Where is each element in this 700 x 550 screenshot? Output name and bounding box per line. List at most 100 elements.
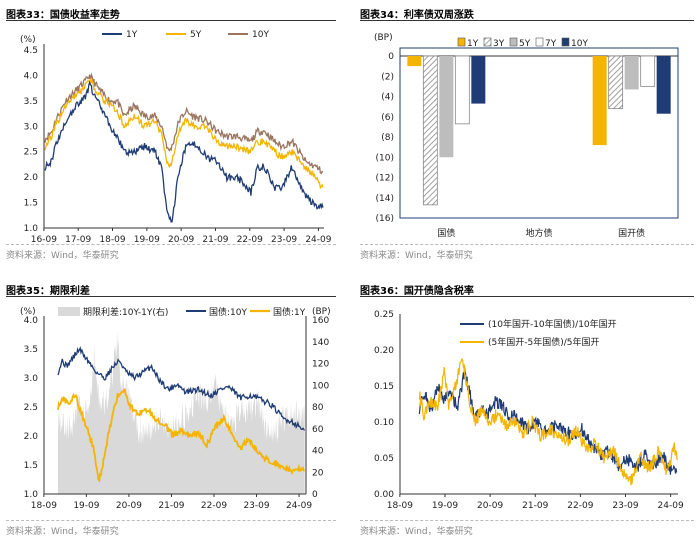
y-tick-label: 2.5 <box>24 403 38 413</box>
y-tick-label: (14) <box>376 194 394 204</box>
y-tick-label: 3.5 <box>24 97 38 107</box>
y-tick-label: 0.20 <box>374 346 394 356</box>
source-note: 资料来源：Wind，华泰研究 <box>6 527 119 537</box>
chart-title: 图表34：利率债双周涨跌 <box>360 10 474 21</box>
series-line-5Y <box>44 78 324 190</box>
y-tick-label: 1.5 <box>24 199 38 209</box>
y-tick-label: (6) <box>381 113 394 123</box>
y-axis-label-right: (BP) <box>312 307 331 317</box>
y-tick-label-right: 20 <box>312 468 324 478</box>
x-tick-label: 24-09 <box>286 501 312 511</box>
y-tick-label: (4) <box>381 93 394 103</box>
x-tick-label: 22-09 <box>237 235 263 245</box>
legend-swatch <box>483 37 492 47</box>
panel-36: 图表36：国开债隐含税率 0.00 0.05 0.10 0.15 0.20 0.25 18-… <box>360 282 694 544</box>
chart-35: (%) (BP) 1.0 1.5 2.0 2.5 3.0 3.5 4.0 0 20 40 60 80 100… <box>20 306 331 511</box>
x-tick-label: 20-09 <box>116 501 142 511</box>
y-tick-label-right: 160 <box>312 316 329 326</box>
y-tick-label: 0.10 <box>374 418 394 428</box>
title-rule <box>360 20 694 21</box>
y-tick-label: 0.00 <box>374 490 394 500</box>
x-tick-label: 18-09 <box>31 501 57 511</box>
x-tick-label: 18-09 <box>387 501 413 511</box>
legend-label: 国债:10Y <box>209 306 247 318</box>
bar-7Y <box>454 55 470 125</box>
category-label: 国债 <box>437 227 455 239</box>
bar-1Y <box>407 56 422 67</box>
legend-label: (5年国开-5年国债)/5年国开 <box>488 336 599 348</box>
legend-label: 1Y <box>467 39 479 49</box>
chart-34: (BP) 0 (2) (4) (6) (8) (10) (12) (14) (16) 1Y 3Y 5Y 7… <box>374 33 679 239</box>
y-tick-label: 4.5 <box>24 46 38 56</box>
x-tick-label: 18-09 <box>99 235 125 245</box>
x-tick-label: 21-09 <box>202 235 228 245</box>
legend-label: 5Y <box>519 39 531 49</box>
legend-swatch <box>535 37 544 47</box>
source-note: 资料来源：Wind，华泰研究 <box>360 251 473 261</box>
y-axis-label: (BP) <box>374 33 393 43</box>
x-tick-label: 20-09 <box>477 501 503 511</box>
y-tick-label: 3.0 <box>24 122 39 132</box>
y-tick-label: 3.0 <box>24 374 39 384</box>
panel-34: 图表34：利率债双周涨跌 (BP) 0 (2) (4) (6) (8) (10) (12) (1… <box>360 6 694 268</box>
y-tick-label-right: 0 <box>312 490 318 500</box>
y-tick-label: (2) <box>381 72 394 82</box>
legend-label: 10Y <box>571 39 588 49</box>
panel-35: 图表35：期限利差 (%) (BP) 1.0 1.5 2.0 2.5 3.0 3.5 4.0 0 2… <box>6 282 336 544</box>
panel-33: 图表33：国债收益率走势 (%) 1.0 1.5 2.0 2.5 3.0 3.5 4.0 4.5… <box>6 6 336 268</box>
y-axis-label: (%) <box>20 35 36 45</box>
x-tick-label: 21-09 <box>158 501 184 511</box>
plot-frame <box>399 47 679 219</box>
legend-label: (10年国开-10年国债)/10年国开 <box>488 318 617 330</box>
chart-title: 图表33：国债收益率走势 <box>6 10 120 21</box>
chart-33: (%) 1.0 1.5 2.0 2.5 3.0 3.5 4.0 4.5 16-09 17-09 18-… <box>20 30 332 245</box>
bottom-rule <box>360 520 694 521</box>
y-tick-label: 2.0 <box>24 432 39 442</box>
y-tick-label: 0.15 <box>374 382 394 392</box>
y-tick-label: 0 <box>388 52 394 62</box>
y-tick-label: (12) <box>376 174 394 184</box>
x-tick-label: 16-09 <box>31 235 57 245</box>
y-tick-label-right: 80 <box>312 403 324 413</box>
bar-10Y <box>656 56 671 114</box>
bar-10Y <box>471 56 486 104</box>
chart-title: 图表36：国开债隐含税率 <box>360 286 474 297</box>
y-tick-label-right: 60 <box>312 425 324 435</box>
y-tick-label: 0.05 <box>374 454 394 464</box>
series-line-10Y <box>44 72 324 175</box>
y-tick-label: (16) <box>376 214 394 224</box>
category-label: 国开债 <box>618 227 645 239</box>
series-line-国债:1Y <box>57 388 306 483</box>
x-tick-label: 21-09 <box>522 501 548 511</box>
y-tick-label: 4.0 <box>24 316 39 326</box>
y-tick-label: 1.0 <box>24 224 39 234</box>
y-tick-label: 2.5 <box>24 148 38 158</box>
series-line-1Y <box>44 80 324 223</box>
bar-5Y <box>624 56 639 90</box>
legend-label: 1Y <box>126 30 138 40</box>
category-label: 地方债 <box>525 227 552 239</box>
x-tick-label: 17-09 <box>65 235 91 245</box>
series-line-1 <box>418 357 679 486</box>
bar-3Y <box>608 55 624 110</box>
x-tick-label: 20-09 <box>168 235 194 245</box>
y-tick-label: 2.0 <box>24 173 39 183</box>
bar-5Y <box>439 56 454 158</box>
source-note: 资料来源：Wind，华泰研究 <box>360 527 473 537</box>
x-tick-label: 23-09 <box>271 235 297 245</box>
bar-7Y <box>640 55 656 87</box>
chart-title: 图表35：期限利差 <box>6 286 90 297</box>
x-tick-label: 22-09 <box>567 501 593 511</box>
x-tick-label: 22-09 <box>201 501 227 511</box>
y-tick-label: (10) <box>376 153 394 163</box>
legend-label: 10Y <box>252 30 269 40</box>
x-tick-label: 19-09 <box>432 501 458 511</box>
y-axis-label: (%) <box>20 307 36 317</box>
y-tick-label: 0.25 <box>374 310 394 320</box>
title-rule <box>6 296 336 297</box>
x-tick-label: 24-09 <box>305 235 331 245</box>
y-tick-label: 1.5 <box>24 461 38 471</box>
legend-label: 期限利差:10Y-1Y(右) <box>83 306 168 318</box>
legend-swatch <box>457 37 466 47</box>
legend-swatch <box>509 37 518 47</box>
